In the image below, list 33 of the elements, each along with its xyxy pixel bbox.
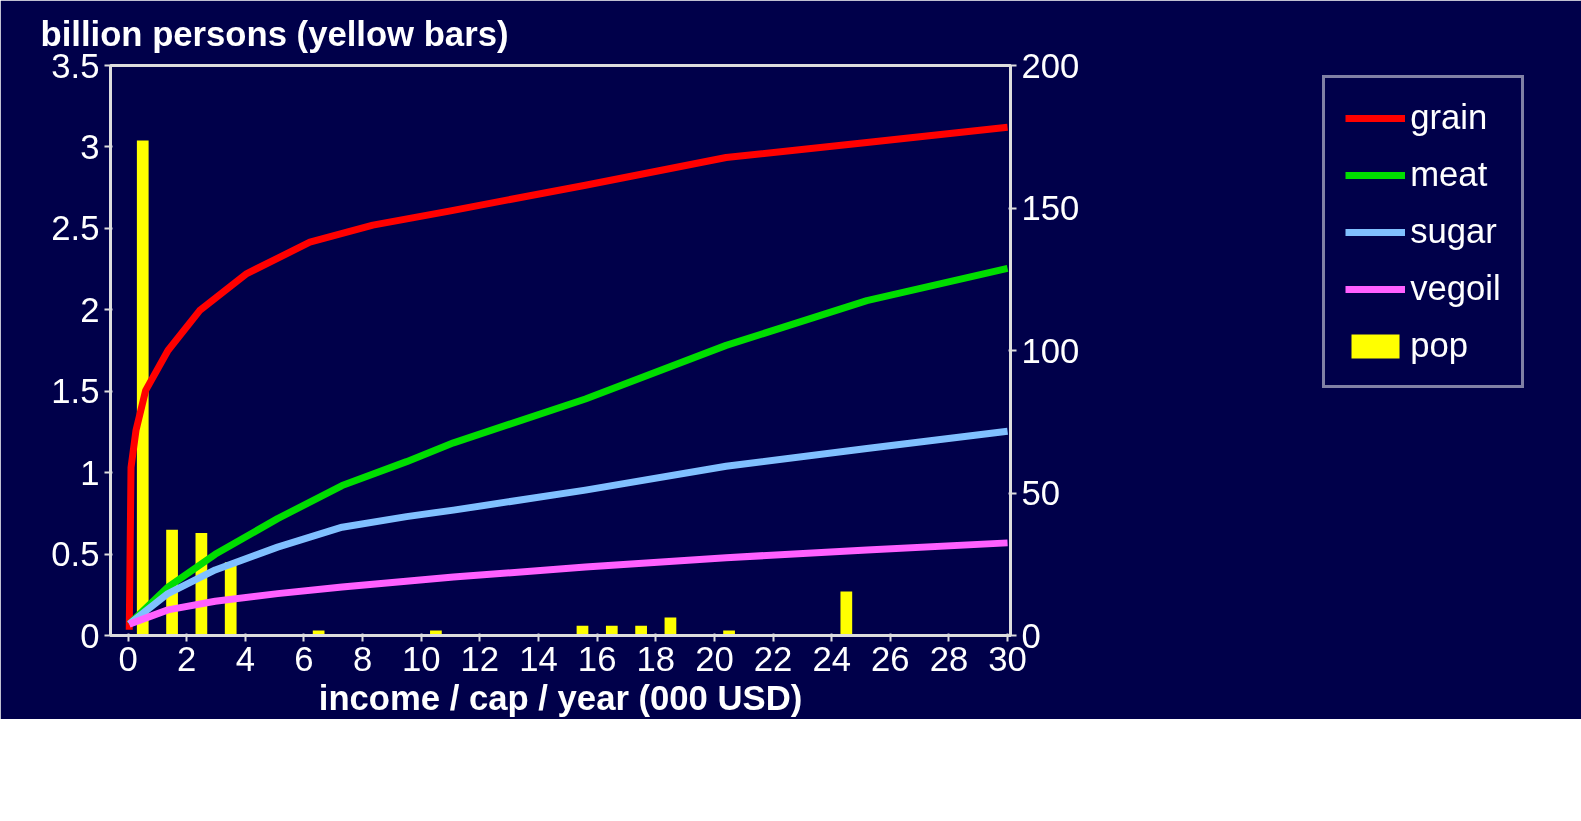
- x-tick-label: 6: [294, 639, 314, 678]
- x-tick-label: 0: [118, 639, 138, 678]
- x-tick-label: 14: [519, 639, 558, 678]
- x-tick-label: 28: [929, 639, 969, 678]
- legend-label: grain: [1410, 98, 1488, 137]
- legend-label: pop: [1410, 326, 1469, 365]
- legend-label: vegoil: [1410, 269, 1501, 308]
- x-tick-label: 10: [401, 639, 441, 678]
- x-tick-label: 8: [352, 639, 373, 678]
- y2-tick-label: 200: [1021, 46, 1080, 85]
- x-tick-label: 24: [812, 639, 851, 678]
- x-tick-label: 16: [577, 639, 617, 678]
- x-tick-label: 12: [460, 639, 500, 678]
- bar: [840, 591, 853, 636]
- y2-tick-label: 100: [1021, 331, 1080, 370]
- bar: [136, 140, 149, 636]
- legend-label: sugar: [1410, 212, 1497, 251]
- y-tick-label: 2: [80, 290, 100, 329]
- x-tick-label: 22: [753, 639, 793, 678]
- y-tick-label: 0.5: [51, 535, 100, 574]
- y-tick-label: 2.5: [51, 209, 100, 248]
- y2-tick-label: 50: [1021, 474, 1061, 512]
- x-tick-label: 20: [695, 639, 734, 678]
- y2-tick-label: 150: [1021, 189, 1080, 227]
- legend-label: meat: [1410, 155, 1488, 194]
- y-tick-label: 1.5: [51, 372, 100, 411]
- x-tick-label: 2: [177, 639, 197, 678]
- x-tick-label: 18: [636, 639, 676, 678]
- y-tick-label: 1: [80, 453, 100, 492]
- x-axis-title: income / cap / year (000 USD): [318, 678, 803, 717]
- y-tick-label: 3: [80, 127, 100, 166]
- x-tick-label: 26: [871, 639, 910, 678]
- x-tick-label: 4: [235, 639, 255, 678]
